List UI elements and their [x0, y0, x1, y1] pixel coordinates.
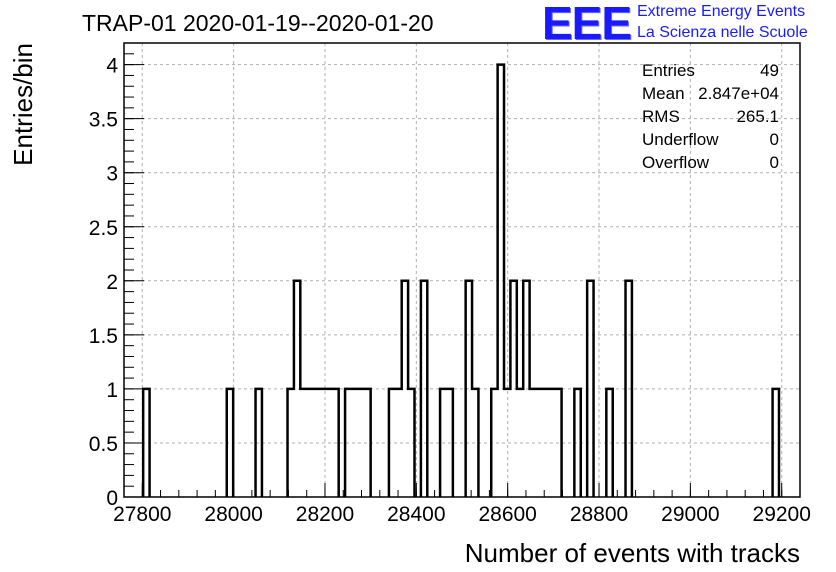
x-tick-label: 28200 — [296, 503, 354, 526]
y-axis-title: Entries/bin — [8, 43, 38, 166]
stats-label: Underflow — [642, 130, 719, 149]
y-tick-label: 3 — [106, 163, 118, 186]
y-tick-labels: 0 0.5 1 1.5 2 2.5 3 3.5 4 — [89, 55, 119, 510]
x-tick-labels: 27800 28000 28200 28400 28600 28800 29000 29200 — [113, 503, 811, 526]
y-tick-label: 2 — [106, 271, 118, 294]
y-tick-label: 1.5 — [89, 325, 118, 348]
y-tick-label: 3.5 — [89, 109, 118, 132]
y-tick-label: 0.5 — [89, 433, 118, 456]
eee-logo-icon: EEE — [542, 0, 632, 49]
stats-label: Entries — [642, 61, 695, 80]
grid — [124, 43, 800, 497]
stats-label: RMS — [642, 107, 680, 126]
x-tick-label: 28600 — [478, 503, 536, 526]
y-tick-label: 1 — [106, 379, 118, 402]
x-tick-label: 27800 — [113, 503, 171, 526]
stats-label: Mean — [642, 84, 685, 103]
chart-title: TRAP-01 2020-01-19--2020-01-20 — [82, 10, 434, 36]
y-tick-label: 4 — [106, 55, 118, 78]
logo-text-line1: Extreme Energy Events — [637, 3, 806, 20]
y-tick-label: 0 — [106, 487, 118, 510]
stats-value: 2.847e+04 — [698, 84, 779, 103]
stats-value: 0 — [770, 153, 779, 172]
histogram-outline — [141, 63, 781, 497]
plot-frame — [123, 42, 801, 498]
stats-label: Overflow — [642, 153, 710, 172]
stats-box: Entries 49 Mean 2.847e+04 RMS 265.1 Underflow 0… — [642, 61, 779, 172]
y-tick-label: 2.5 — [89, 217, 118, 240]
x-tick-label: 29000 — [661, 503, 719, 526]
logo-text-line2: La Scienza nelle Scuole — [637, 24, 808, 41]
x-tick-label: 28800 — [570, 503, 628, 526]
stats-value: 0 — [770, 130, 779, 149]
stats-value: 265.1 — [736, 107, 779, 126]
x-tick-label: 28400 — [387, 503, 445, 526]
axis-ticks — [123, 42, 801, 498]
x-axis-title: Number of events with tracks — [465, 538, 800, 568]
stats-value: 49 — [760, 61, 779, 80]
x-tick-label: 28000 — [204, 503, 262, 526]
x-tick-label: 29200 — [753, 503, 811, 526]
